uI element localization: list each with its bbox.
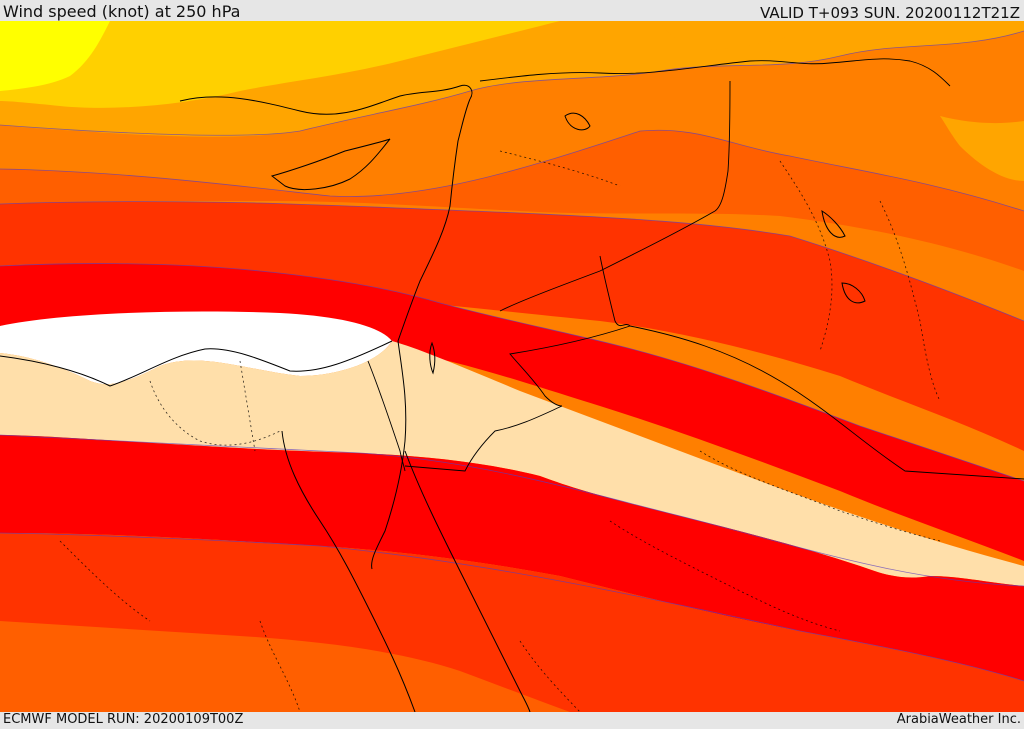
wind-band-dark-orange-south (0, 621, 570, 712)
wind-band-gold (0, 21, 560, 108)
isotach-contours (0, 30, 1024, 682)
credit-label: ArabiaWeather Inc. (896, 712, 1021, 727)
admin-boundaries (59, 150, 941, 712)
wind-band-amber-east (940, 116, 1024, 181)
footer-bar: ECMWF MODEL RUN: 20200109T00Z ArabiaWeat… (0, 712, 1024, 729)
wind-speed-map[interactable] (0, 21, 1024, 712)
wind-band-red-south (0, 435, 1024, 681)
valid-time-label: VALID T+093 SUN. 20200112T21Z (760, 4, 1020, 22)
coastlines (0, 84, 866, 712)
wind-band-yellow (0, 21, 110, 91)
map-title: Wind speed (knot) at 250 hPa (3, 2, 241, 21)
wind-band-dark-orange (0, 130, 1024, 271)
header-bar: Wind speed (knot) at 250 hPa VALID T+093… (0, 0, 1024, 22)
map-canvas (0, 21, 1024, 712)
wind-band-red-orange (0, 201, 1024, 451)
model-run-label: ECMWF MODEL RUN: 20200109T00Z (3, 712, 244, 727)
wind-band-white (0, 311, 392, 385)
wind-band-amber-patch (660, 21, 820, 50)
wind-band-pale (0, 341, 1024, 586)
country-borders (367, 58, 1024, 480)
wind-band-red-north (0, 263, 1024, 561)
